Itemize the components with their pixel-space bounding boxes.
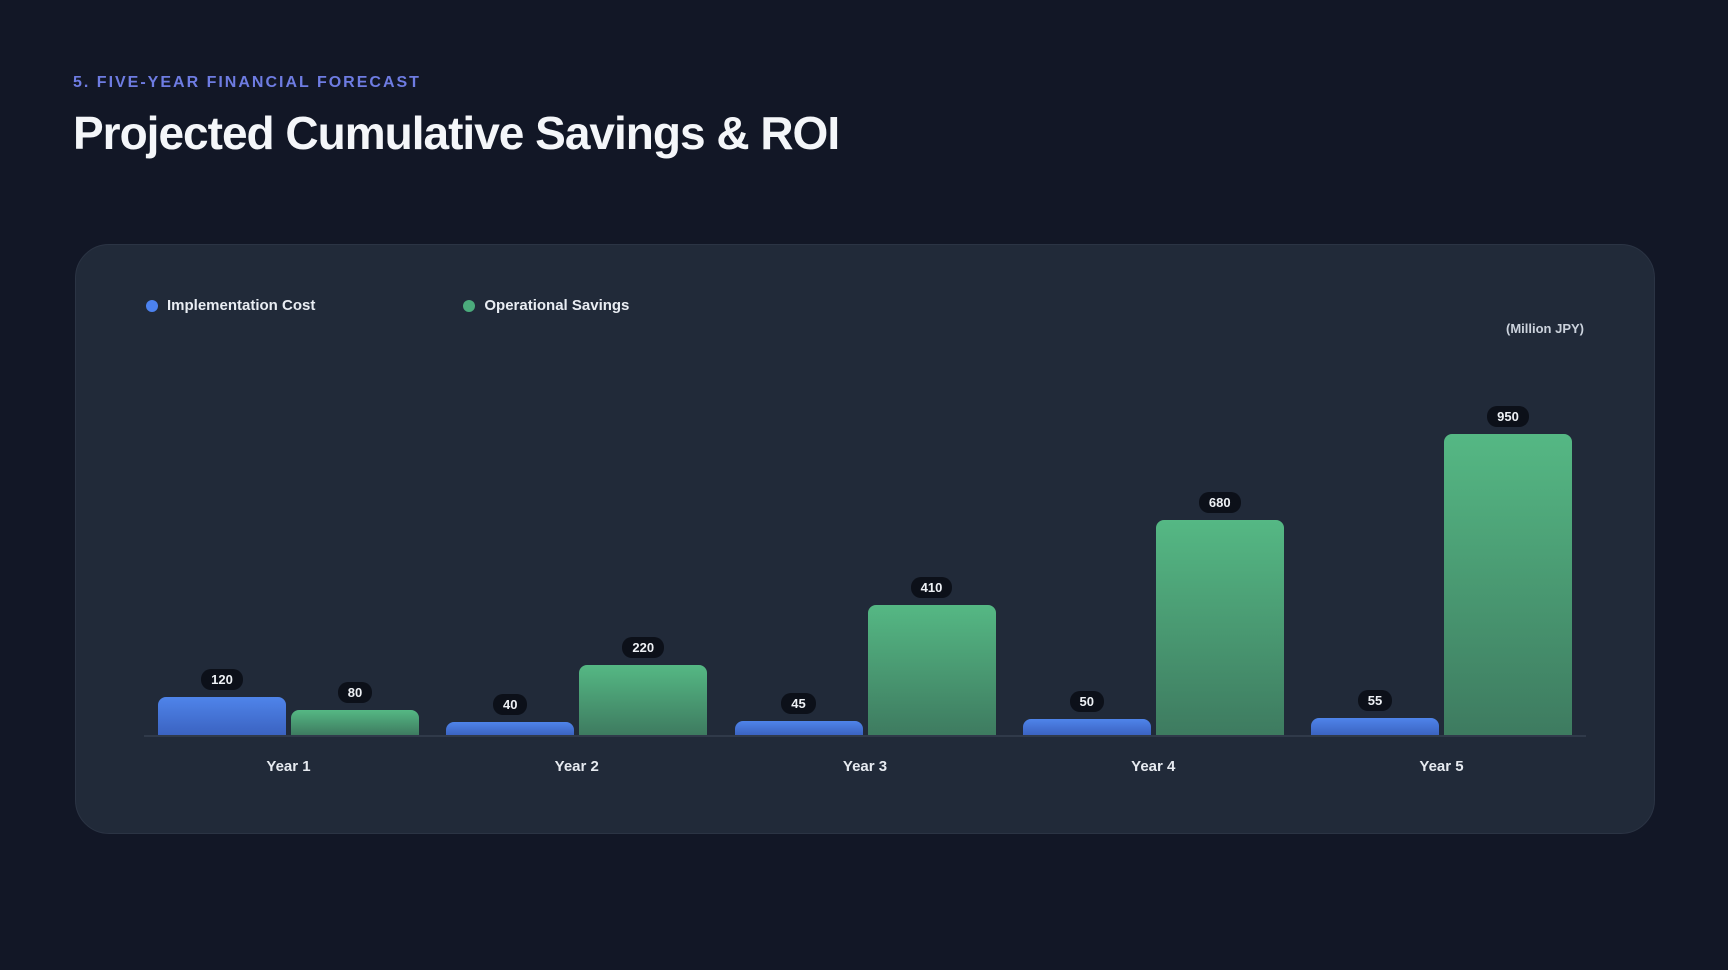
chart-legend: Implementation Cost Operational Savings [146, 297, 629, 314]
bar-implementation-cost [1022, 719, 1151, 735]
bar-operational-savings [1444, 434, 1572, 735]
category-label: Year 2 [554, 758, 599, 775]
bar-group-year-1: 120 80 [158, 669, 419, 735]
bar-cell-implementation-cost-year-3: 45 [734, 693, 863, 735]
bar-implementation-cost [734, 721, 863, 735]
value-label: 80 [337, 682, 373, 703]
slide-header: 5. FIVE-YEAR FINANCIAL FORECAST Projecte… [73, 74, 840, 160]
bar-implementation-cost [446, 722, 575, 735]
category-label: Year 1 [266, 758, 311, 775]
chart-panel: Implementation Cost Operational Savings (… [75, 244, 1655, 834]
legend-label: Operational Savings [484, 297, 630, 314]
bar-cell-implementation-cost-year-2: 40 [446, 694, 575, 735]
category-label: Year 4 [1131, 758, 1176, 775]
bar-chart-plot: 120 80 40 220 45 410 50 680 55 950 [144, 285, 1586, 737]
bar-cell-operational-savings-year-4: 680 [1155, 492, 1284, 735]
bar-group-year-5: 55 950 [1311, 406, 1572, 735]
bar-cell-implementation-cost-year-5: 55 [1311, 690, 1439, 735]
bar-group-year-3: 45 410 [734, 577, 996, 735]
legend-dot-implementation-cost [146, 299, 158, 312]
bar-operational-savings [1155, 520, 1284, 735]
bar-cell-implementation-cost-year-1: 120 [158, 669, 286, 735]
value-label: 55 [1357, 690, 1393, 711]
section-eyebrow: 5. FIVE-YEAR FINANCIAL FORECAST [73, 74, 421, 91]
value-label: 950 [1487, 406, 1529, 427]
legend-dot-operational-savings [463, 299, 476, 312]
bar-cell-operational-savings-year-1: 80 [291, 682, 419, 735]
value-label: 410 [910, 577, 953, 598]
value-label: 50 [1069, 691, 1104, 712]
bar-implementation-cost [158, 697, 286, 735]
unit-label: (Million JPY) [1506, 321, 1584, 336]
value-label: 680 [1198, 492, 1241, 513]
page-title: Projected Cumulative Savings & ROI [73, 107, 840, 159]
bar-operational-savings [579, 665, 708, 735]
value-label: 40 [493, 694, 528, 715]
bar-group-year-4: 50 680 [1022, 492, 1284, 735]
bar-cell-operational-savings-year-5: 950 [1444, 406, 1572, 735]
value-label: 120 [201, 669, 243, 690]
bar-cell-operational-savings-year-2: 220 [579, 637, 708, 735]
legend-item-implementation-cost: Implementation Cost [146, 297, 315, 314]
value-label: 220 [622, 637, 665, 658]
bar-cell-operational-savings-year-3: 410 [867, 577, 996, 735]
legend-item-operational-savings: Operational Savings [463, 297, 629, 314]
category-label: Year 3 [842, 758, 888, 775]
legend-label: Implementation Cost [167, 297, 316, 314]
bar-cell-implementation-cost-year-4: 50 [1022, 691, 1151, 735]
value-label: 45 [781, 693, 816, 714]
bar-operational-savings [291, 710, 419, 735]
bar-group-year-2: 40 220 [446, 637, 708, 735]
bar-implementation-cost [1311, 718, 1439, 735]
category-axis: Year 1 Year 2 Year 3 Year 4 Year 5 [144, 758, 1586, 775]
category-label: Year 5 [1419, 758, 1464, 775]
bar-operational-savings [867, 605, 996, 735]
